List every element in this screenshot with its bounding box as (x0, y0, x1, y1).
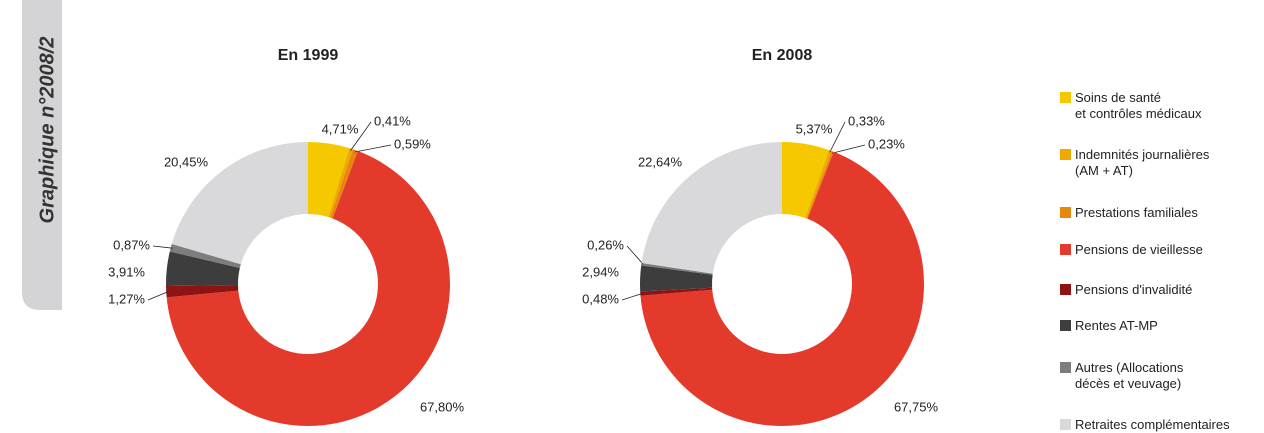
value-label: 67,80% (420, 399, 465, 414)
legend-item: Pensions de vieillesse (1060, 242, 1203, 258)
slice (308, 142, 350, 218)
side-label: Graphique n°2008/2 (36, 37, 58, 224)
legend-label: Indemnités journalières (AM + AT) (1075, 147, 1210, 178)
legend-swatch (1060, 284, 1071, 295)
slice (640, 151, 924, 426)
value-label: 2,94% (582, 264, 619, 279)
leader-line (350, 121, 372, 151)
legend-swatch (1060, 149, 1071, 160)
slice (169, 243, 241, 268)
legend-item: Rentes AT-MP (1060, 318, 1158, 334)
legend-swatch (1060, 320, 1071, 331)
legend-item: Prestations familiales (1060, 205, 1198, 221)
leader-line (626, 245, 644, 265)
legend-item: Soins de santé et contrôles médicaux (1060, 90, 1201, 122)
value-label: 0,23% (868, 136, 905, 151)
legend-item: Indemnités journalières (AM + AT) (1060, 147, 1209, 179)
legend-swatch (1060, 362, 1071, 373)
leader-line (831, 144, 866, 154)
legend-swatch (1060, 419, 1071, 430)
value-label: 3,91% (108, 264, 145, 279)
leader-line (152, 245, 173, 249)
slice (328, 148, 353, 218)
slice (805, 150, 832, 219)
value-label: 67,75% (894, 399, 939, 414)
legend-item: Autres (Allocations décès et veuvage) (1060, 360, 1183, 392)
value-label: 0,26% (587, 237, 624, 252)
slice (782, 142, 830, 218)
legend-label: Pensions d'invalidité (1075, 282, 1193, 297)
value-label: 0,87% (113, 237, 150, 252)
value-label: 0,59% (394, 136, 431, 151)
leader-line (147, 291, 169, 301)
side-tab (22, 0, 62, 310)
legend-swatch (1060, 92, 1071, 103)
legend-label: Soins de santé et contrôles médicaux (1075, 90, 1202, 121)
legend-label: Pensions de vieillesse (1075, 242, 1203, 257)
legend-label: Prestations familiales (1075, 205, 1198, 220)
legend-item: Pensions d'invalidité (1060, 282, 1192, 298)
slice (641, 263, 713, 275)
legend-label: Rentes AT-MP (1075, 318, 1158, 333)
slice (641, 142, 782, 274)
legend-label: Retraites complémentaires (1075, 417, 1230, 432)
leader-line (621, 293, 643, 301)
value-label: 0,48% (582, 291, 619, 306)
legend-swatch (1060, 244, 1071, 255)
value-label: 0,33% (848, 113, 885, 128)
slice (330, 149, 358, 219)
value-label: 22,64% (638, 154, 683, 169)
legend-item: Retraites complémentaires (1060, 417, 1230, 433)
chart-title: En 2008 (752, 47, 813, 64)
slice (640, 265, 713, 292)
slice (640, 287, 713, 296)
legend-label: Autres (Allocations décès et veuvage) (1075, 360, 1184, 391)
leader-line (829, 121, 846, 153)
slice (166, 285, 239, 298)
value-label: 4,71% (322, 121, 359, 136)
leader-line (354, 144, 392, 153)
slice (806, 151, 834, 219)
chart-title: En 1999 (278, 47, 339, 64)
slice (166, 151, 450, 426)
slice (166, 251, 240, 287)
value-label: 20,45% (164, 154, 209, 169)
value-label: 5,37% (796, 121, 833, 136)
value-label: 0,41% (374, 113, 411, 128)
value-label: 1,27% (108, 291, 145, 306)
slice (171, 142, 308, 265)
legend-swatch (1060, 207, 1071, 218)
